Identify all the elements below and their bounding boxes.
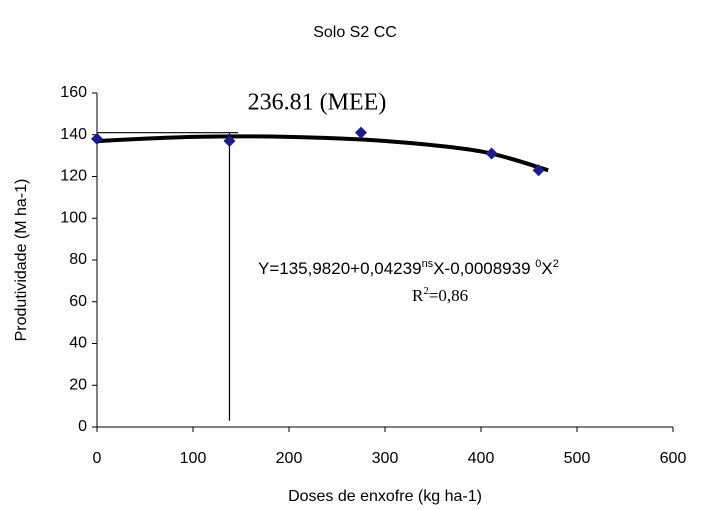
point: [532, 164, 545, 177]
y-tick-label: 60: [69, 293, 87, 310]
y-tick-label: 140: [60, 126, 87, 143]
x-tick-label: 0: [93, 450, 102, 467]
x-tick-label: 600: [660, 450, 687, 467]
y-tick-label: 100: [60, 209, 87, 226]
r_squared-part: 2: [423, 285, 429, 297]
x-tick-label: 100: [180, 450, 207, 467]
y-tick-label: 80: [69, 251, 87, 268]
x-tick-label: 400: [468, 450, 495, 467]
x-axis-label: Doses de enxofre (kg ha-1): [288, 488, 482, 505]
equation-part: Y=135,9820+0,04239: [258, 259, 422, 278]
equation-part: 2: [553, 258, 559, 270]
y-tick-label: 0: [78, 418, 87, 435]
point: [91, 132, 103, 145]
y-tick-label: 20: [69, 376, 87, 393]
point: [355, 126, 367, 139]
trendline: [96, 134, 549, 173]
x-tick-label: 500: [564, 450, 591, 467]
equation-part: X-0,0008939: [433, 259, 535, 278]
equation: Y=135,9820+0,04239nsX-0,0008939 0X2: [258, 258, 559, 279]
point: [485, 147, 498, 160]
equation-part: ns: [422, 258, 434, 270]
annotation: 236.81 (MEE): [248, 90, 387, 116]
y-axis-label: Produtividade (M ha-1): [13, 179, 30, 342]
x-tick-label: 200: [276, 450, 303, 467]
x-tick-label: 300: [372, 450, 399, 467]
r_squared-part: =0,86: [429, 286, 468, 305]
point: [223, 135, 236, 148]
y-tick-label: 40: [69, 335, 87, 352]
y-tick-label: 160: [60, 84, 87, 101]
chart-title: Solo S2 CC: [313, 24, 397, 41]
equation-part: X: [541, 259, 552, 278]
equation-part: 0: [535, 258, 541, 270]
r_squared-part: R: [412, 286, 424, 305]
y-tick-label: 120: [60, 168, 87, 185]
r-squared: R2=0,86: [412, 285, 468, 305]
